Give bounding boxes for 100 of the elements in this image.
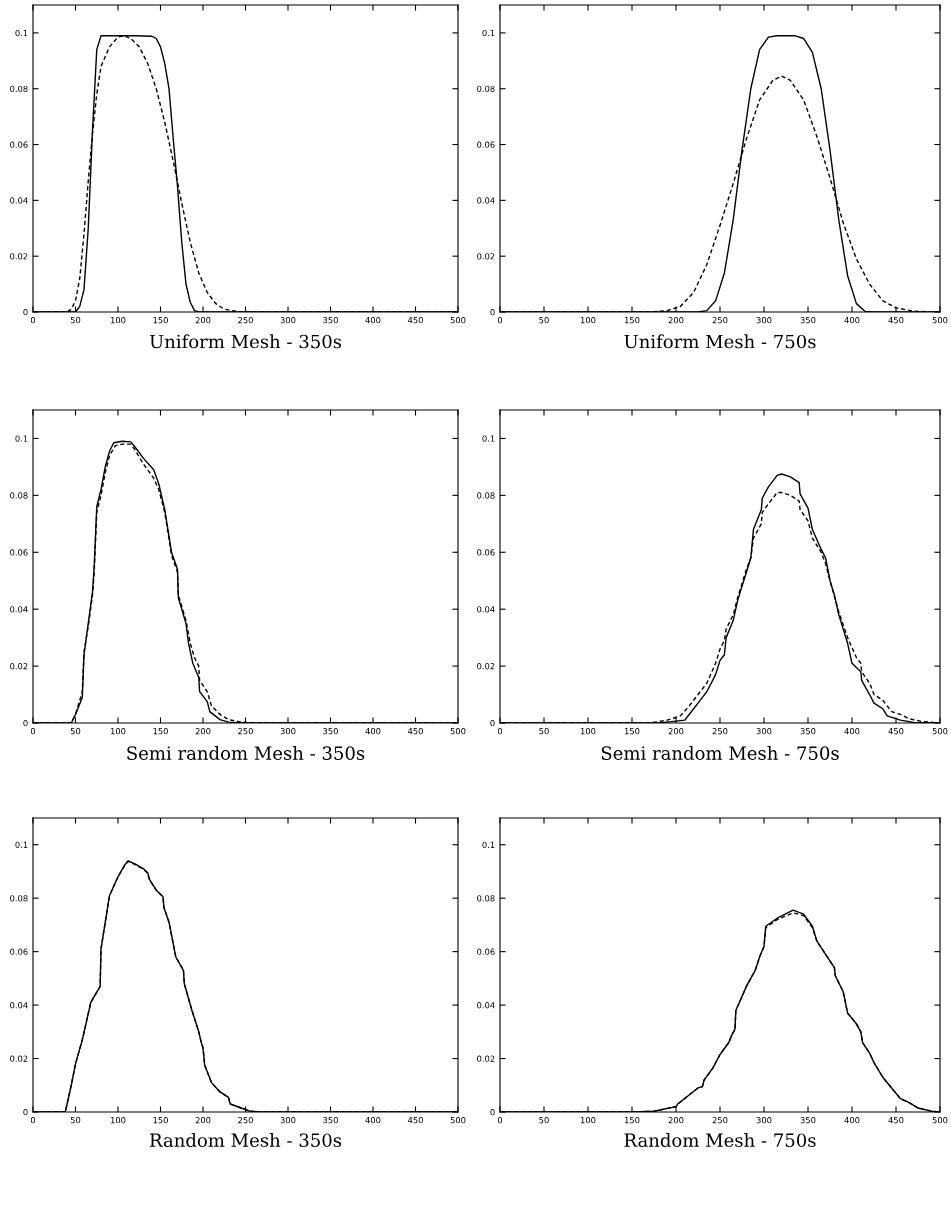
x-tick-label: 350	[800, 728, 816, 735]
x-tick-label: 150	[624, 728, 640, 735]
x-tick-label: 200	[195, 728, 211, 735]
y-tick-label: 0.08	[477, 895, 495, 902]
x-tick-label: 300	[756, 1117, 772, 1124]
x-tick-label: 350	[323, 728, 338, 735]
x-tick-label: 500	[932, 728, 948, 735]
y-tick-label: 0.08	[10, 85, 28, 93]
x-tick-label: 250	[712, 1117, 728, 1124]
x-tick-label: 250	[712, 317, 728, 324]
y-tick-label: 0	[23, 719, 28, 727]
x-tick-label: 500	[450, 317, 466, 324]
x-tick-label: 0	[497, 728, 503, 735]
x-tick-label: 400	[844, 317, 860, 324]
y-tick-label: 0.08	[477, 492, 495, 499]
x-tick-label: 500	[932, 1117, 948, 1124]
x-tick-label: 50	[70, 1117, 81, 1124]
x-tick-label: 0	[30, 1117, 36, 1124]
x-tick-label: 350	[800, 1117, 816, 1124]
x-tick-label: 200	[668, 317, 684, 324]
y-tick-label: 0.04	[10, 1002, 28, 1009]
y-tick-label: 0.04	[10, 606, 28, 613]
y-tick-label: 0.02	[10, 253, 28, 260]
y-tick-label: 0.04	[477, 197, 495, 204]
x-tick-label: 400	[365, 728, 381, 735]
x-tick-label: 450	[407, 728, 423, 735]
y-tick-label: 0.04	[477, 1002, 495, 1009]
x-tick-label: 50	[539, 728, 549, 735]
y-tick-label: 0.06	[477, 549, 495, 556]
x-tick-label: 350	[800, 317, 816, 324]
x-tick-label: 250	[238, 1117, 253, 1124]
y-tick-label: 0.06	[10, 549, 28, 556]
x-tick-label: 450	[888, 728, 904, 735]
y-tick-label: 0	[490, 308, 495, 316]
y-tick-label: 0.02	[477, 663, 495, 670]
y-tick-label: 0	[490, 1108, 495, 1116]
text: Uniform Mesh - 750s	[624, 334, 816, 349]
x-tick-label: 350	[323, 317, 338, 324]
x-tick-label: 150	[153, 1117, 168, 1124]
x-tick-label: 400	[365, 317, 381, 324]
x-tick-label: 0	[30, 317, 36, 324]
x-tick-label: 200	[668, 1117, 684, 1124]
x-tick-label: 150	[624, 1117, 640, 1124]
y-tick-label: 0.06	[10, 141, 28, 148]
y-tick-label: 0.1	[15, 435, 28, 442]
x-tick-label: 100	[580, 1117, 596, 1124]
x-tick-label: 250	[712, 728, 728, 735]
y-tick-label: 0.1	[15, 29, 28, 37]
x-tick-label: 50	[70, 317, 81, 324]
x-tick-label: 300	[280, 728, 296, 735]
x-tick-label: 0	[30, 728, 36, 735]
x-tick-label: 450	[407, 317, 423, 324]
y-tick-label: 0	[490, 719, 495, 727]
x-tick-label: 300	[280, 317, 296, 324]
x-tick-label: 100	[110, 317, 126, 324]
y-tick-label: 0	[23, 1108, 28, 1116]
x-tick-label: 200	[195, 317, 211, 324]
x-tick-label: 100	[110, 1117, 126, 1124]
x-tick-label: 50	[539, 317, 549, 324]
x-tick-label: 300	[280, 1117, 296, 1124]
y-tick-label: 0.06	[10, 948, 28, 955]
y-tick-label: 0.04	[477, 606, 495, 613]
x-tick-label: 250	[238, 728, 253, 735]
y-tick-label: 0.1	[15, 841, 28, 849]
y-tick-label: 0.1	[482, 435, 495, 442]
x-tick-label: 400	[844, 728, 860, 735]
text: Uniform Mesh - 350s	[149, 334, 342, 349]
y-tick-label: 0.06	[477, 948, 495, 955]
y-tick-label: 0.02	[477, 253, 495, 260]
x-tick-label: 250	[238, 317, 253, 324]
x-tick-label: 0	[497, 317, 503, 324]
x-tick-label: 400	[365, 1117, 381, 1124]
x-tick-label: 450	[888, 1117, 904, 1124]
text: Semi random Mesh - 750s	[601, 745, 839, 760]
y-tick-label: 0.08	[477, 85, 495, 93]
y-tick-label: 0.02	[10, 1055, 28, 1062]
y-tick-label: 0	[23, 308, 28, 316]
text: Random Mesh - 750s	[624, 1133, 816, 1148]
x-tick-label: 300	[756, 317, 772, 324]
x-tick-label: 200	[668, 728, 684, 735]
x-tick-label: 350	[323, 1117, 338, 1124]
x-tick-label: 450	[888, 317, 904, 324]
x-tick-label: 500	[932, 317, 948, 324]
x-tick-label: 0	[497, 1117, 503, 1124]
x-tick-label: 50	[539, 1117, 549, 1124]
x-tick-label: 200	[195, 1117, 211, 1124]
x-tick-label: 450	[407, 1117, 423, 1124]
y-tick-label: 0.02	[10, 663, 28, 670]
x-tick-label: 50	[70, 728, 81, 735]
y-tick-label: 0.02	[477, 1055, 495, 1062]
x-tick-label: 150	[153, 317, 168, 324]
y-tick-label: 0.04	[10, 197, 28, 204]
x-tick-label: 100	[580, 728, 596, 735]
y-tick-label: 0.08	[10, 895, 28, 902]
x-tick-label: 100	[580, 317, 596, 324]
x-tick-label: 400	[844, 1117, 860, 1124]
y-tick-label: 0.1	[482, 29, 495, 37]
x-tick-label: 500	[450, 728, 466, 735]
y-tick-label: 0.1	[482, 841, 495, 849]
x-tick-label: 150	[153, 728, 168, 735]
